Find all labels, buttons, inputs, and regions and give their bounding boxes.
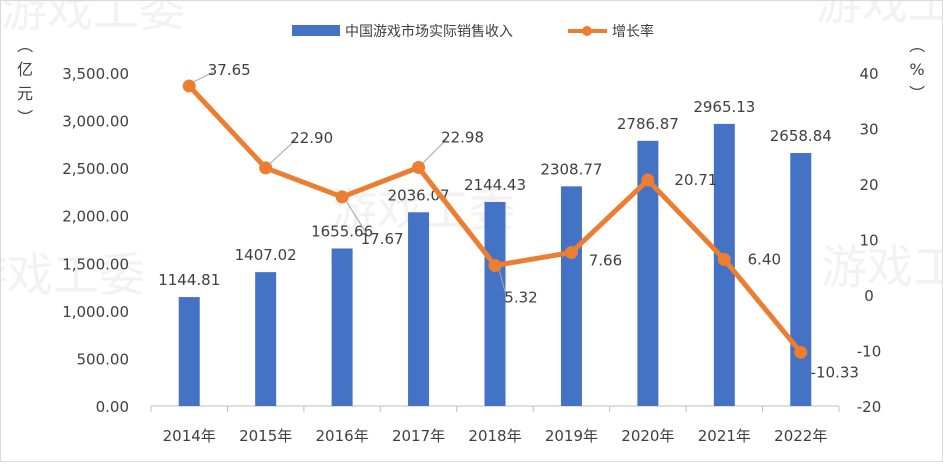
bar-labels: 1144.811407.021655.662036.072144.432308.… — [158, 98, 832, 289]
left-tick-label: 3,500.00 — [62, 65, 129, 83]
left-tick-label: 1,000.00 — [62, 303, 129, 321]
bar-value-label: 2144.43 — [464, 176, 526, 194]
growth-value-label: 7.66 — [589, 251, 622, 269]
right-tick-label: -20 — [857, 398, 882, 416]
bar-value-label: 1655.66 — [311, 222, 373, 240]
growth-label-leader — [422, 139, 447, 164]
right-axis-title-char: % — [909, 60, 924, 79]
left-axis-title-char: 元 — [17, 84, 33, 103]
growth-line-layer — [182, 79, 808, 359]
growth-value-label: 22.90 — [290, 129, 333, 147]
left-tick-label: 0.00 — [96, 398, 129, 416]
growth-point — [794, 345, 808, 359]
bar-value-label: 2308.77 — [540, 160, 602, 178]
x-tick-label: 2019年 — [545, 427, 598, 445]
right-tick-label: 0 — [864, 287, 874, 305]
left-tick-label: 1,500.00 — [62, 255, 129, 273]
watermark-left: 游戏工委 — [1, 248, 145, 302]
x-tick-label: 2015年 — [239, 427, 292, 445]
growth-point — [335, 190, 349, 204]
growth-label-leader — [345, 200, 367, 234]
legend-bar-swatch — [292, 25, 340, 36]
growth-label-leader — [269, 139, 297, 165]
bar — [255, 272, 277, 406]
right-tick-label: -10 — [857, 343, 882, 361]
bar — [637, 140, 659, 406]
bar — [560, 186, 582, 406]
right-tick-label: 10 — [859, 232, 878, 250]
left-axis-title-char: ） — [15, 109, 34, 125]
left-tick-label: 2,000.00 — [62, 208, 129, 226]
left-axis-ticks: 0.00 500.00 1,000.00 1,500.00 2,000.00 2,500.… — [62, 65, 129, 416]
growth-value-label: 20.71 — [674, 171, 717, 189]
right-axis-title-char: ） — [907, 85, 926, 101]
right-tick-label: 30 — [859, 121, 878, 139]
growth-value-label: 17.67 — [361, 230, 404, 248]
right-tick-label: 20 — [859, 176, 878, 194]
legend-bar-label: 中国游戏市场实际销售收入 — [345, 23, 513, 40]
growth-label-leader — [192, 71, 214, 83]
growth-value-label: 22.98 — [441, 128, 484, 146]
right-axis-ticks: -20 -10 0 10 20 30 40 — [857, 65, 882, 416]
bar — [790, 153, 812, 406]
x-tick-label: 2022年 — [774, 427, 827, 445]
left-axis-title: （ 亿元 ） — [15, 37, 34, 125]
x-axis: 2014年 2015年 2016年 2017年 2018年 2019年 2020年 2021年… — [150, 405, 840, 445]
watermark-top-left: 游戏工委 — [1, 1, 185, 37]
bar-value-label: 1407.02 — [235, 246, 297, 264]
bar — [484, 201, 506, 406]
bar — [408, 212, 430, 406]
growth-point — [488, 258, 502, 272]
x-tick-label: 2018年 — [468, 427, 521, 445]
legend-line-marker — [582, 26, 592, 36]
right-axis-title-char: （ — [907, 37, 926, 53]
left-tick-label: 500.00 — [77, 350, 130, 368]
legend-line-label: 增长率 — [612, 23, 654, 40]
growth-value-label: 5.32 — [504, 288, 537, 306]
left-axis-title-char: 亿 — [17, 60, 33, 79]
right-axis-title: （% ） — [907, 37, 926, 101]
left-tick-label: 3,000.00 — [62, 113, 129, 131]
bar-value-label: 2658.84 — [770, 127, 832, 145]
x-tick-label: 2021年 — [698, 427, 751, 445]
growth-point — [182, 79, 196, 93]
left-axis-title-char: （ — [15, 37, 34, 53]
growth-point — [412, 160, 426, 174]
growth-value-label: 6.40 — [748, 250, 781, 268]
watermarks: 游戏工委 游戏工委 游戏工委 游戏工委 游戏工委 — [0, 0, 943, 302]
bar-value-label: 2965.13 — [693, 98, 755, 116]
bar-value-label: 1144.81 — [158, 271, 220, 289]
growth-point — [259, 161, 273, 175]
growth-value-label: -10.33 — [811, 363, 859, 381]
x-tick-label: 2016年 — [316, 427, 369, 445]
left-tick-label: 2,500.00 — [62, 160, 129, 178]
x-tick-label: 2014年 — [163, 427, 216, 445]
growth-label-leader — [498, 269, 506, 292]
line-labels: 37.65 22.90 17.67 22.98 5.32 7.66 20.71 6.40 -10… — [192, 61, 859, 381]
x-tick-label: 2020年 — [621, 427, 674, 445]
bar-value-label: 2786.87 — [617, 115, 679, 133]
growth-point — [717, 252, 731, 266]
watermark-right: 游戏工委 — [821, 240, 942, 294]
bar — [331, 248, 353, 406]
watermark-top-right: 游戏工委 — [816, 1, 942, 30]
x-tick-label: 2017年 — [392, 427, 445, 445]
right-tick-label: 40 — [859, 65, 878, 83]
growth-point — [641, 173, 655, 187]
legend: 中国游戏市场实际销售收入 增长率 — [292, 23, 654, 40]
growth-value-label: 37.65 — [208, 61, 251, 79]
bar — [178, 297, 200, 406]
growth-point — [564, 245, 578, 259]
